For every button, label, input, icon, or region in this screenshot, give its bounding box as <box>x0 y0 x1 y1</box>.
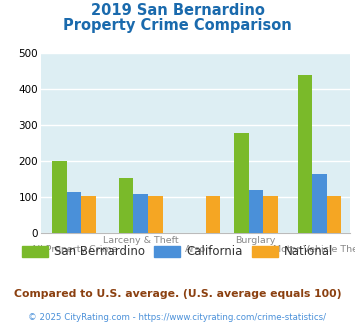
Text: Motor Vehicle Theft: Motor Vehicle Theft <box>273 245 355 254</box>
Bar <box>52 161 67 233</box>
Bar <box>327 196 341 233</box>
Bar <box>297 75 312 233</box>
Text: 2019 San Bernardino: 2019 San Bernardino <box>91 3 264 18</box>
Text: Arson: Arson <box>185 245 212 254</box>
Text: Burglary: Burglary <box>236 236 276 245</box>
Bar <box>206 196 220 233</box>
Bar <box>81 196 96 233</box>
Bar <box>133 194 148 233</box>
Text: © 2025 CityRating.com - https://www.cityrating.com/crime-statistics/: © 2025 CityRating.com - https://www.city… <box>28 313 327 322</box>
Text: Compared to U.S. average. (U.S. average equals 100): Compared to U.S. average. (U.S. average … <box>14 289 341 299</box>
Bar <box>312 174 327 233</box>
Bar <box>234 133 248 233</box>
Bar <box>119 178 133 233</box>
Bar <box>248 190 263 233</box>
Text: All Property Crime: All Property Crime <box>31 245 118 254</box>
Bar <box>67 192 81 233</box>
Text: Property Crime Comparison: Property Crime Comparison <box>63 18 292 33</box>
Bar <box>263 196 278 233</box>
Bar <box>148 196 163 233</box>
Legend: San Bernardino, California, National: San Bernardino, California, National <box>17 241 338 263</box>
Text: Larceny & Theft: Larceny & Theft <box>103 236 179 245</box>
